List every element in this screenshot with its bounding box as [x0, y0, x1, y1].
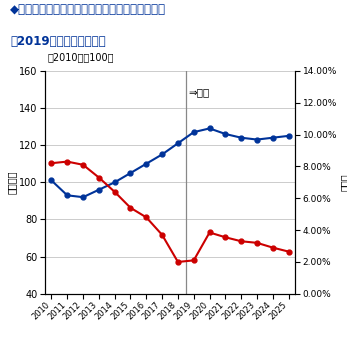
Text: ◆東京ビジネス地区の賃料及び空室率の予測結果: ◆東京ビジネス地区の賃料及び空室率の予測結果	[10, 3, 167, 16]
Text: （2010年＝100）: （2010年＝100）	[48, 52, 114, 62]
Y-axis label: 賃貸指数: 賃貸指数	[6, 171, 16, 194]
Text: （2019年以降は予測値）: （2019年以降は予測値）	[10, 35, 106, 48]
Y-axis label: 空室率: 空室率	[340, 173, 347, 191]
Text: ⇒予測: ⇒予測	[188, 87, 210, 97]
